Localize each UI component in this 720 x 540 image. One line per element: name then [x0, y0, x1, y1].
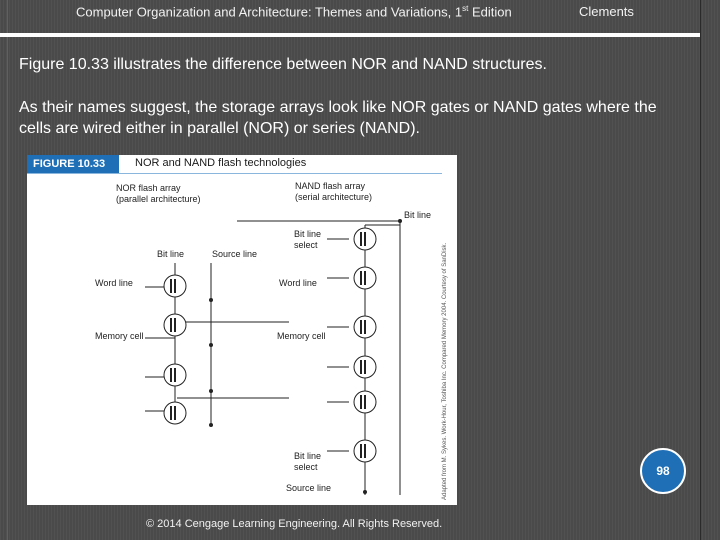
body-paragraph-1: Figure 10.33 illustrates the difference …	[19, 56, 547, 73]
nand-array-subtitle: (serial architecture)	[295, 192, 373, 202]
figure-tag: FIGURE 10.33	[27, 155, 119, 173]
nor-source-line-label: Source line	[212, 249, 258, 259]
nor-bit-line-label: Bit line	[157, 249, 185, 259]
nand-select-bottom-label-2: select	[294, 462, 318, 472]
circuit-diagram	[145, 219, 402, 495]
figure-nor-nand: FIGURE 10.33 NOR and NAND flash technolo…	[27, 155, 457, 505]
nand-select-top-label-1: Bit line	[294, 229, 322, 239]
nand-memory-cell-label: Memory cell	[277, 331, 326, 341]
nand-array-title: NAND flash array	[295, 181, 366, 191]
body-paragraph-2: As their names suggest, the storage arra…	[19, 99, 657, 137]
nor-array-subtitle: (parallel architecture)	[116, 194, 201, 204]
author-name: Clements	[579, 4, 634, 19]
figure-title: NOR and NAND flash technologies	[135, 157, 307, 169]
nand-select-top-label-2: select	[294, 240, 318, 250]
figure-title-rule	[27, 173, 442, 174]
nand-source-line-label: Source line	[286, 483, 332, 493]
nor-word-line-label: Word line	[95, 278, 133, 288]
nand-select-bottom-label-1: Bit line	[294, 451, 322, 461]
nand-word-line-label: Word line	[279, 278, 317, 288]
header-divider	[0, 33, 700, 37]
left-rule	[7, 0, 8, 540]
page-number-badge: 98	[640, 448, 686, 494]
nor-memory-cell-label: Memory cell	[95, 331, 144, 341]
figure-credit: Adapted from M. Sykes. Work-Hour, Toshib…	[442, 242, 448, 500]
copyright-footer: © 2014 Cengage Learning Engineering. All…	[146, 518, 443, 530]
course-title: Computer Organization and Architecture: …	[76, 4, 512, 20]
right-rule	[700, 0, 701, 540]
nand-bit-line-label: Bit line	[404, 210, 432, 220]
nor-array-title: NOR flash array	[116, 183, 181, 193]
